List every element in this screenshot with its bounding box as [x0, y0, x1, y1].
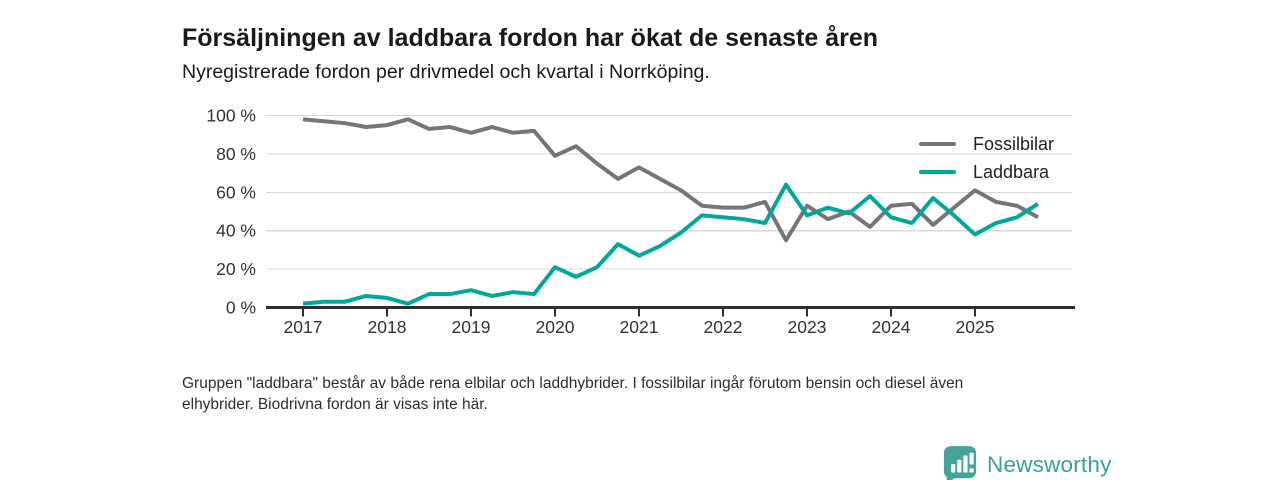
chart-title: Försäljningen av laddbara fordon har öka…: [182, 23, 879, 52]
bar-chart-bubble-icon: [943, 446, 977, 480]
y-axis-label: 100 %: [206, 106, 256, 126]
x-axis-label: 2023: [788, 317, 827, 337]
chart-subtitle: Nyregistrerade fordon per drivmedel och …: [182, 61, 710, 83]
line-chart-canvas: 0 % 20 % 40 % 60 % 80 % 100 % 2017 2018 2019 2020…: [206, 106, 1075, 337]
y-axis-label: 80 %: [216, 144, 256, 164]
y-axis-label: 20 %: [216, 259, 256, 279]
legend-line-swatch-fossilbilar: [919, 141, 956, 147]
x-axis-label: 2022: [704, 317, 743, 337]
newsworthy-logo-text: Newsworthy: [987, 452, 1112, 477]
newsworthy-logo[interactable]: Newsworthy: [943, 445, 1112, 480]
x-axis-label: 2020: [536, 317, 575, 337]
footnote-line-2: elhybrider. Biodrivna fordon är visas in…: [182, 395, 488, 413]
x-axis-label: 2025: [956, 317, 995, 337]
x-axis-label: 2017: [284, 317, 323, 337]
x-axis-label: 2018: [368, 317, 407, 337]
y-axis-label: 0 %: [226, 298, 256, 318]
legend-label-fossilbilar: Fossilbilar: [973, 133, 1055, 154]
legend-label-laddbara: Laddbara: [973, 161, 1050, 182]
legend-line-swatch-laddbara: [919, 169, 956, 175]
legend-item-laddbara: Laddbara: [919, 158, 1054, 186]
legend-item-fossilbilar: Fossilbilar: [919, 130, 1054, 158]
chart-footnote: Gruppen "laddbara" består av både rena e…: [182, 374, 1082, 415]
footnote-line-1: Gruppen "laddbara" består av både rena e…: [182, 375, 964, 392]
x-axis-label: 2019: [452, 317, 491, 337]
y-axis-label: 60 %: [216, 182, 256, 202]
x-axis-label: 2021: [620, 317, 659, 337]
y-axis-label: 40 %: [216, 221, 256, 241]
x-axis-label: 2024: [872, 317, 911, 337]
chart-legend: Fossilbilar Laddbara: [919, 130, 1054, 186]
series-line-fossilbilar: [302, 117, 1039, 243]
series-line-laddbara: [302, 182, 1040, 306]
